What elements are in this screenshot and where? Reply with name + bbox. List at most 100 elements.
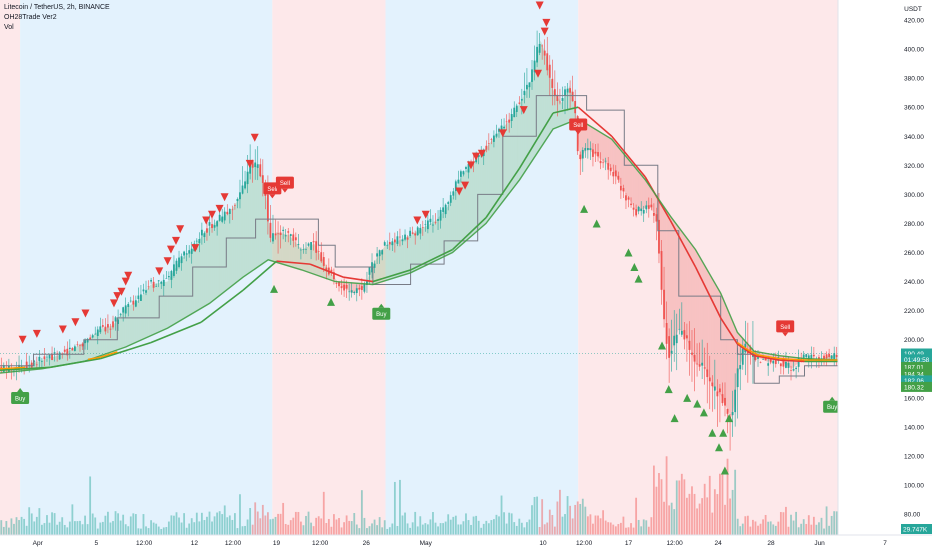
volume-bar — [437, 526, 439, 535]
volume-bar — [609, 522, 612, 535]
cloud-segment — [102, 328, 105, 355]
candle-body — [200, 229, 203, 236]
candle-body — [823, 355, 825, 360]
cloud-segment — [280, 233, 283, 265]
volume-bar — [246, 519, 249, 535]
cloud-segment — [259, 168, 262, 266]
volume-bar — [571, 518, 574, 535]
volume-bar — [632, 527, 635, 535]
candle-body — [830, 355, 833, 359]
volume-bar — [150, 520, 152, 535]
cloud-segment — [178, 259, 181, 322]
cloud-segment — [691, 244, 694, 359]
cloud-segment — [561, 98, 564, 126]
volume-bar — [294, 511, 297, 535]
volume-bar — [604, 520, 607, 535]
candle-body — [759, 362, 762, 363]
cloud-segment — [678, 227, 681, 331]
candle-body — [421, 227, 424, 228]
candle-body — [645, 205, 648, 210]
candle-body — [523, 90, 526, 96]
cloud-segment — [421, 227, 424, 268]
slow-ma-segment — [552, 106, 579, 114]
volume-bar — [107, 511, 109, 535]
volume-bar — [140, 528, 142, 535]
cloud-segment — [412, 232, 415, 272]
candle-body — [619, 185, 622, 191]
candle-body — [795, 367, 797, 369]
cloud-segment — [175, 263, 179, 324]
signal-text: Sell — [780, 325, 790, 331]
price-tag-text: 182.06 — [904, 378, 924, 385]
candle-body — [528, 82, 531, 88]
candle-body — [637, 206, 640, 212]
candle-body — [772, 360, 775, 364]
candle-body — [137, 295, 140, 300]
cloud-segment — [144, 289, 147, 339]
candle-body — [508, 119, 511, 123]
volume-bar — [678, 480, 681, 535]
candle-body — [195, 240, 198, 242]
cloud-segment — [146, 287, 149, 338]
volume-bar — [569, 505, 571, 535]
volume-bar — [338, 518, 340, 535]
candle-body — [409, 230, 412, 236]
sell-triangle-marker — [498, 129, 507, 138]
candle-body — [518, 102, 521, 104]
price-tick-label: 300.00 — [904, 192, 924, 199]
cloud-segment — [247, 169, 250, 275]
volume-bar — [625, 527, 627, 535]
volume-bar — [663, 501, 665, 535]
cloud-segment — [416, 230, 419, 270]
candle-body — [493, 135, 495, 142]
candle-body — [20, 365, 23, 368]
volume-bar — [675, 480, 678, 535]
signal-box — [569, 118, 588, 131]
candle-body — [614, 170, 617, 177]
candle-body — [663, 289, 665, 320]
cloud-segment — [157, 283, 160, 333]
candle-body — [107, 324, 109, 328]
candle-body — [267, 194, 269, 222]
volume-bar — [526, 522, 528, 535]
cloud-segment — [437, 215, 440, 260]
cloud-segment — [450, 196, 453, 254]
sell-triangle-marker — [124, 271, 133, 280]
cloud-segment — [201, 233, 204, 309]
candle-body — [373, 263, 376, 268]
cloud-segment — [467, 167, 470, 240]
buy-triangle-marker — [708, 428, 717, 437]
volume-bar — [68, 521, 71, 535]
candle-body — [746, 351, 749, 354]
time-tick-label: Jun — [814, 540, 825, 547]
cloud-segment — [511, 114, 514, 191]
volume-bar — [498, 516, 500, 535]
candle-body — [294, 237, 297, 241]
volume-bar — [76, 521, 79, 535]
candle-body — [571, 91, 574, 102]
volume-bar — [256, 511, 259, 535]
volume-bar — [815, 524, 818, 535]
volume-bar — [406, 523, 409, 535]
volume-bar — [320, 518, 323, 535]
cloud-segment — [217, 219, 220, 297]
candle-body — [520, 99, 523, 101]
price-tick-label: 100.00 — [904, 483, 924, 490]
volume-bar — [581, 498, 584, 535]
candle-body — [277, 233, 279, 235]
candle-body — [414, 233, 417, 236]
slow-ma-segment — [242, 260, 278, 291]
buy-triangle-marker — [719, 428, 728, 437]
cloud-segment — [385, 244, 388, 281]
volume-bar — [99, 522, 102, 535]
cloud-segment — [586, 123, 589, 150]
volume-bar — [274, 516, 277, 535]
volume-bar — [142, 514, 145, 535]
volume-bar — [183, 513, 186, 535]
buy-triangle-marker — [664, 385, 673, 394]
volume-bar — [764, 514, 767, 535]
volume-bar — [119, 520, 122, 535]
sell-triangle-marker — [191, 244, 200, 253]
candle-body — [546, 53, 549, 71]
